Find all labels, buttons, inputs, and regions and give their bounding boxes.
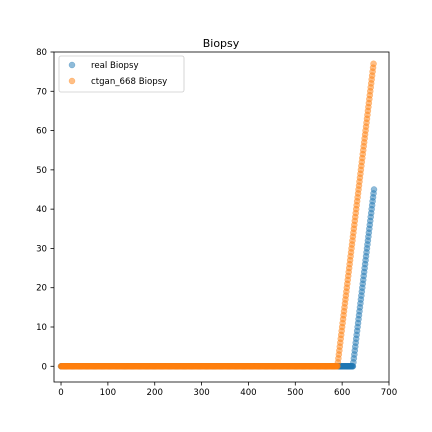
- y-tick-label: 80: [36, 48, 47, 58]
- y-tick-label: 40: [36, 205, 47, 215]
- series-1: [57, 60, 377, 370]
- legend-marker: [68, 77, 76, 85]
- legend-marker: [68, 61, 76, 69]
- y-tick-label: 10: [36, 323, 47, 333]
- chart-title: Biopsy: [203, 37, 240, 50]
- x-tick-label: 700: [381, 388, 397, 398]
- legend-box: [58, 55, 185, 93]
- x-tick-label: 200: [147, 388, 163, 398]
- series-0: [57, 186, 378, 370]
- y-tick-label: 50: [36, 166, 47, 176]
- points-layer: [57, 60, 378, 370]
- y-tick-label: 20: [36, 284, 47, 294]
- y-tick-label: 30: [36, 244, 47, 254]
- data-point: [370, 60, 377, 68]
- x-axis: 0 100 200 300 400 500 600 700: [58, 382, 397, 398]
- x-tick-label: 500: [287, 388, 303, 398]
- data-point: [370, 186, 378, 193]
- y-tick-label: 60: [36, 127, 47, 137]
- x-tick-label: 400: [240, 388, 256, 398]
- legend-label: ctgan_668 Biopsy: [91, 77, 167, 87]
- x-tick-label: 300: [193, 388, 209, 398]
- x-tick-label: 0: [58, 388, 63, 398]
- y-axis: 0 10 20 30 40 50 60 70 80: [36, 48, 54, 372]
- x-tick-label: 600: [334, 388, 350, 398]
- legend: real Biopsy ctgan_668 Biopsy: [58, 55, 185, 93]
- y-tick-label: 0: [42, 362, 47, 372]
- plot-frame: [53, 51, 390, 383]
- y-tick-label: 70: [36, 87, 47, 97]
- x-tick-label: 100: [100, 388, 116, 398]
- legend-label: real Biopsy: [91, 61, 139, 71]
